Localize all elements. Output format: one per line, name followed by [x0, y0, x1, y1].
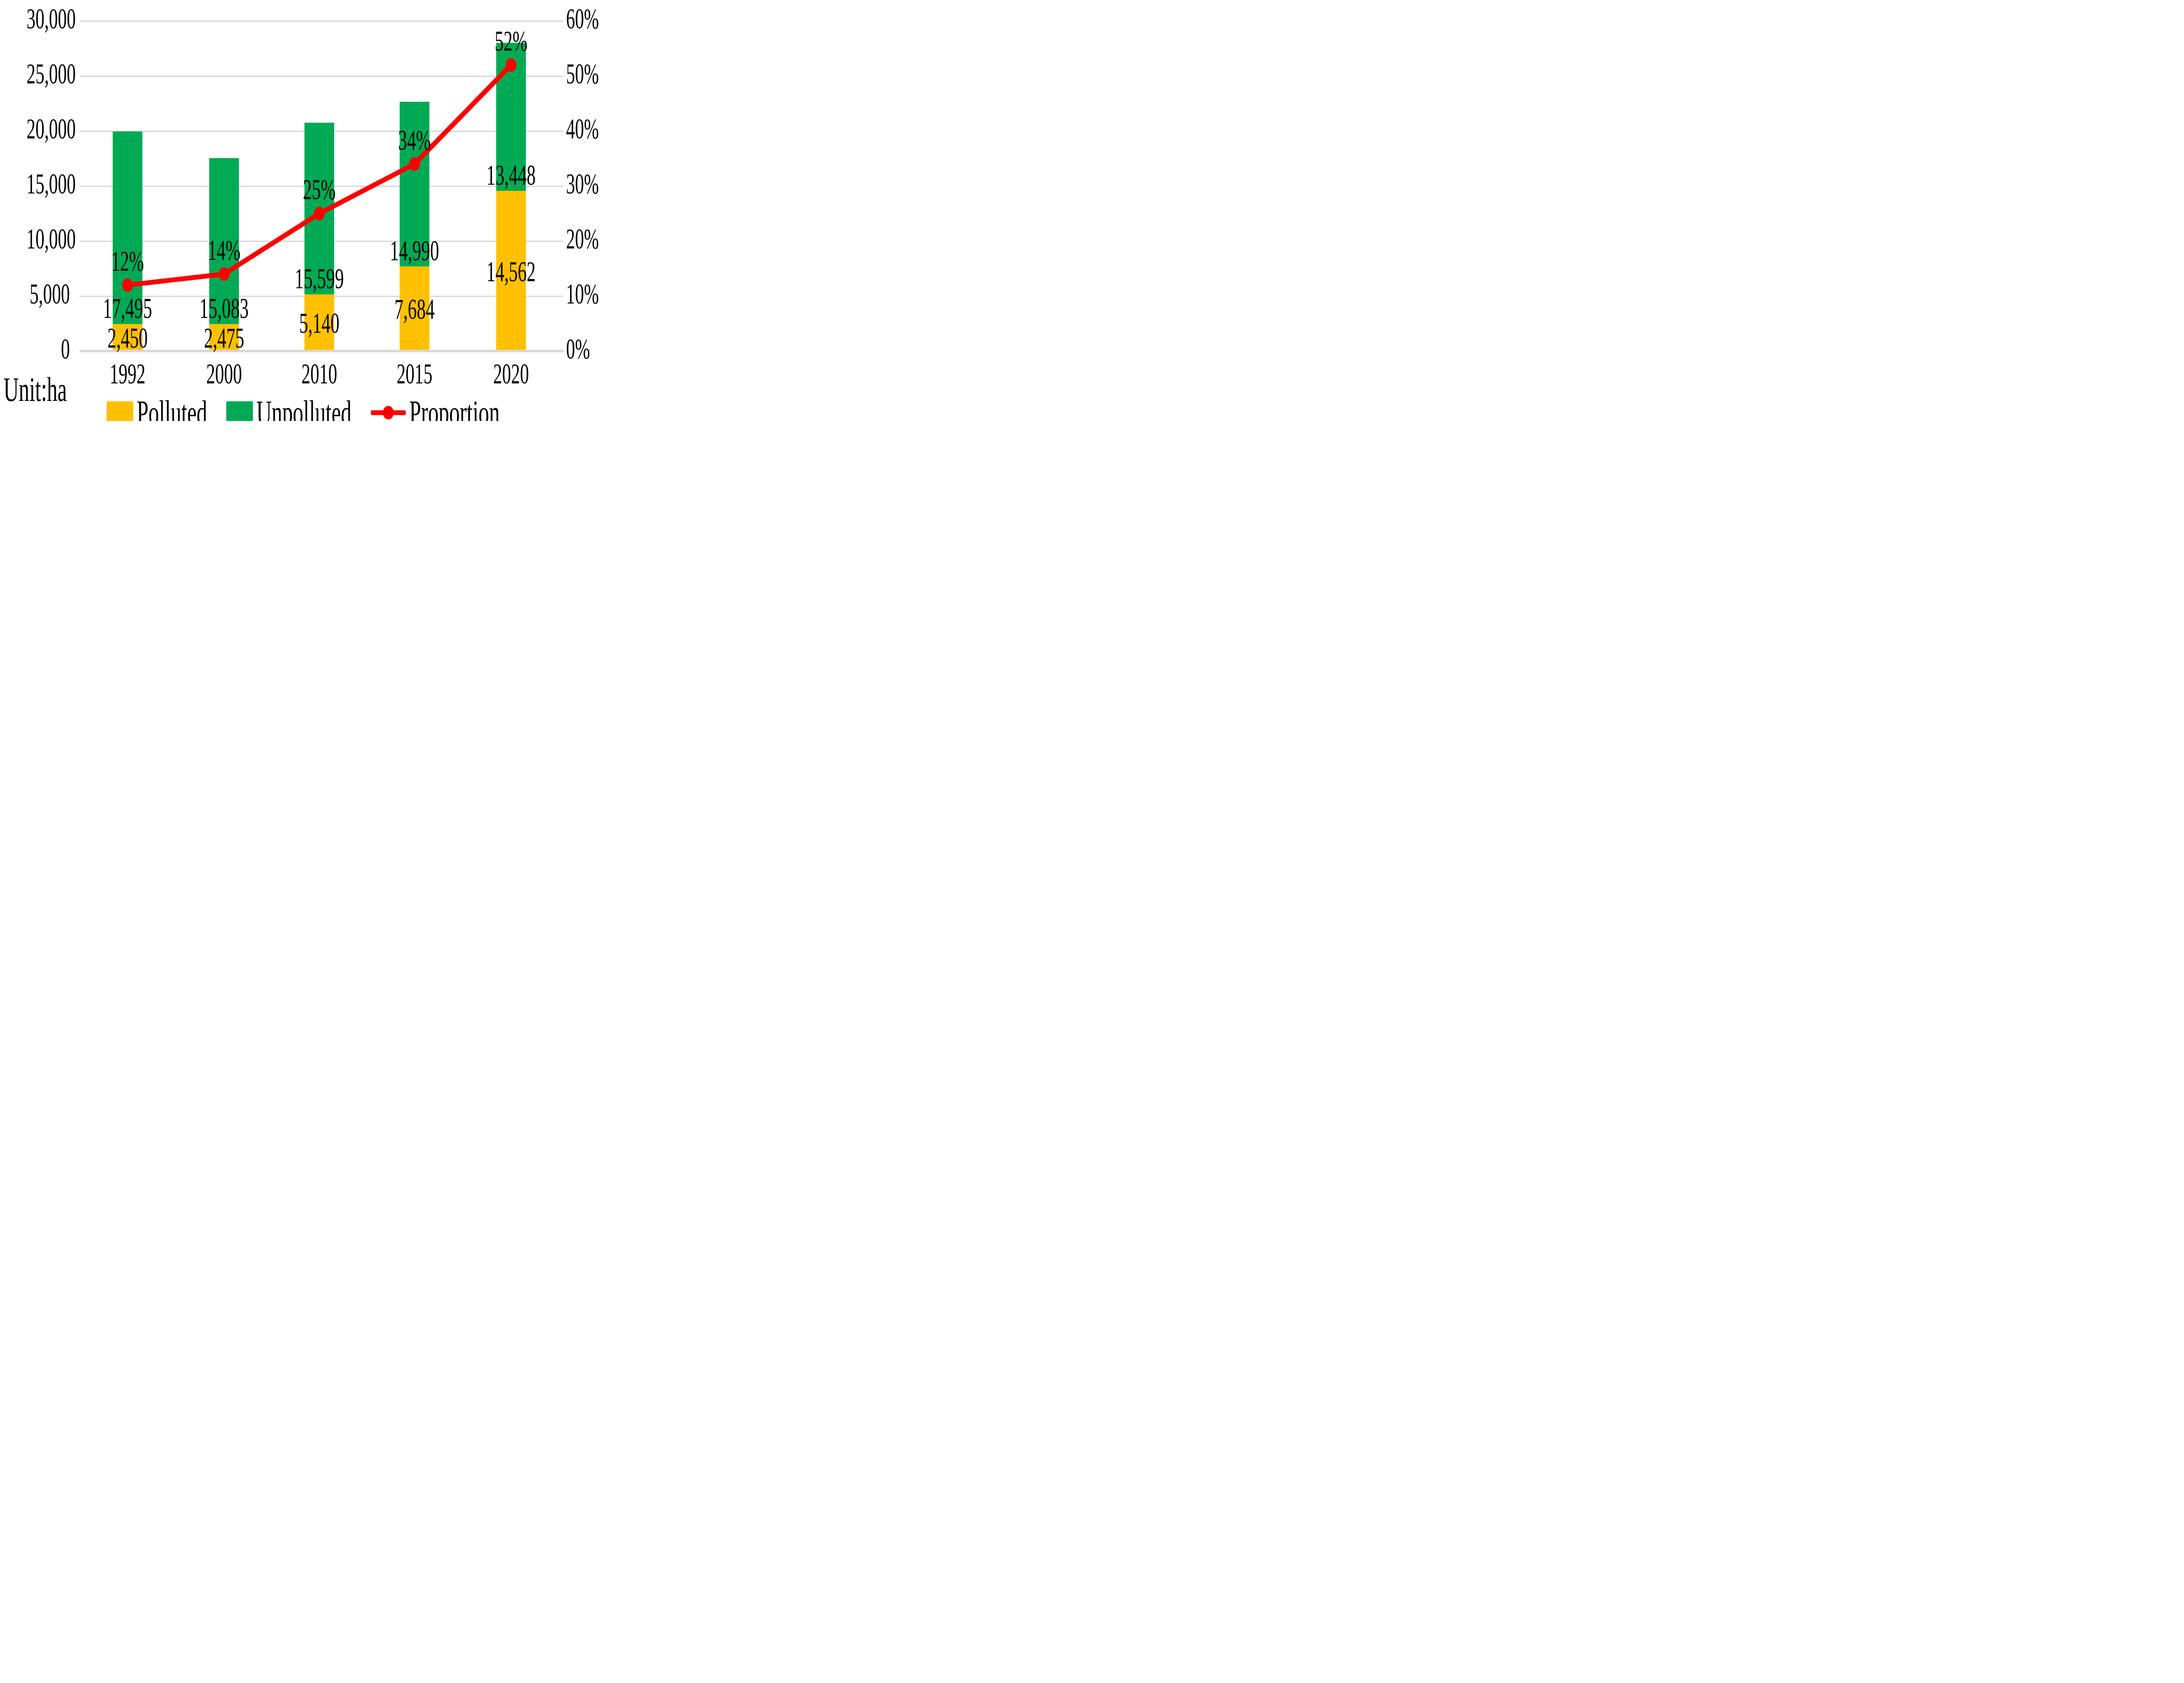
bar-segment-polluted [113, 324, 142, 351]
y-axis-left-tick-label: 15,000 [26, 168, 76, 200]
bar-segment-polluted [304, 294, 334, 351]
y-axis-right-tick-label: 10% [566, 278, 599, 310]
bar-value-label-polluted: 2,475 [204, 322, 245, 354]
bar-value-label-unpolluted: 14,990 [390, 235, 439, 267]
y-axis-left-tick-label: 20,000 [26, 113, 76, 145]
legend-item-unpolluted: Unpolluted [226, 396, 352, 421]
y-axis-right-tick-label: 30% [566, 168, 599, 200]
legend-label-polluted: Polluted [136, 393, 207, 421]
legend-label-proportion: Proportion [409, 393, 500, 421]
x-axis-baseline [79, 350, 563, 352]
polluted-swatch-icon [106, 401, 133, 421]
baseline-layer [0, 0, 606, 421]
y-axis-left-tick-label: 10,000 [26, 223, 76, 255]
legend-item-polluted: Polluted [106, 393, 207, 421]
proportion-point-label: 14% [207, 234, 241, 266]
unit-label: Unit:ha [3, 370, 67, 408]
y-axis-right-tick-label: 20% [566, 223, 599, 255]
bar-value-label-polluted: 7,684 [394, 293, 435, 326]
proportion-point-label: 25% [303, 174, 336, 206]
x-axis-category-label: 2010 [301, 358, 337, 390]
bar-value-label-polluted: 2,450 [107, 322, 148, 355]
bar-segment-polluted [209, 324, 239, 351]
legend-item-proportion: Proportion [370, 393, 500, 421]
y-axis-left-tick-label: 5,000 [29, 278, 70, 310]
y-axis-left-tick-label: 0 [61, 333, 70, 365]
legend: Polluted Unpolluted Proportion [0, 396, 606, 421]
bar-value-label-unpolluted: 17,495 [103, 293, 152, 325]
x-axis-category-label: 2020 [493, 358, 529, 390]
bar-value-label-polluted: 5,140 [299, 307, 340, 340]
proportion-line-marker-icon [370, 406, 406, 420]
y-axis-right-tick-label: 60% [566, 3, 599, 35]
proportion-point-label: 12% [111, 245, 144, 277]
bar-value-label-unpolluted: 15,599 [294, 263, 344, 295]
unpolluted-swatch-icon [226, 401, 253, 421]
y-axis-left-tick-label: 30,000 [26, 3, 76, 35]
y-axis-left-tick-label: 25,000 [26, 58, 76, 90]
x-axis-category-label: 2015 [397, 358, 432, 390]
bar-value-label-unpolluted: 13,448 [486, 159, 536, 192]
bar-value-label-polluted: 14,562 [486, 255, 536, 288]
proportion-point-label: 52% [494, 25, 528, 57]
y-axis-right-tick-label: 40% [566, 113, 599, 145]
legend-label-unpolluted: Unpolluted [256, 393, 352, 421]
x-axis-category-label: 1992 [110, 358, 145, 390]
y-axis-right-tick-label: 50% [566, 58, 599, 90]
bar-value-label-unpolluted: 15,083 [199, 292, 249, 324]
x-axis-category-label: 2000 [206, 358, 242, 390]
stacked-bar-line-chart: 0 5,000 10,000 15,000 20,000 25,000 30,000 0% 10… [0, 0, 606, 421]
proportion-point-label: 34% [398, 124, 431, 156]
y-axis-right-tick-label: 0% [566, 333, 590, 365]
gridline [79, 20, 563, 22]
labels-layer: 0 5,000 10,000 15,000 20,000 25,000 30,000 0% 10… [0, 0, 606, 421]
